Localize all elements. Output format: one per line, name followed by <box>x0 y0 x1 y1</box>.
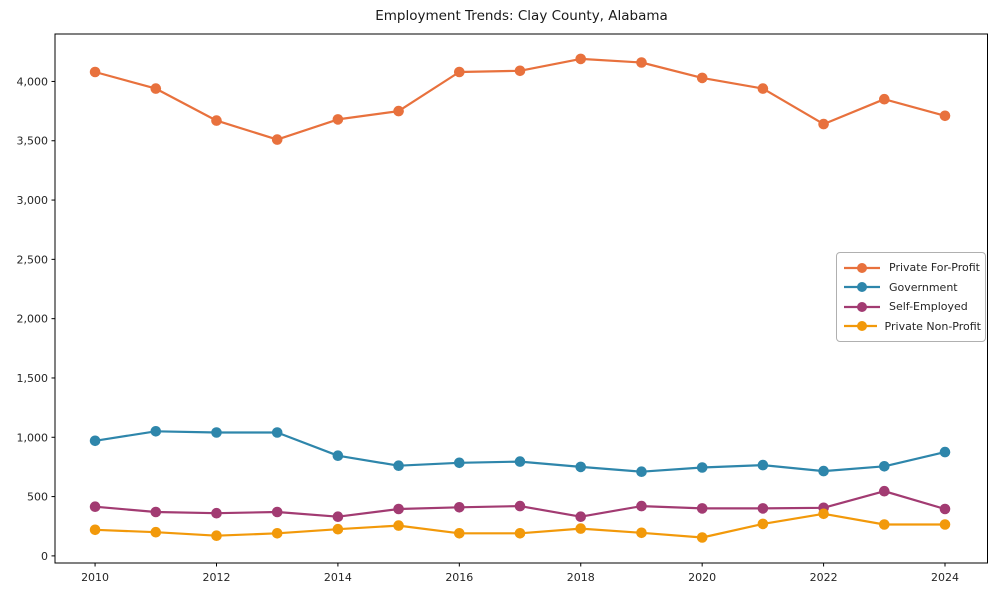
legend-label: Self-Employed <box>889 300 968 314</box>
x-tick-label: 2012 <box>202 571 230 584</box>
y-tick-label: 2,000 <box>17 313 49 326</box>
legend-label: Private Non-Profit <box>884 319 981 333</box>
data-point-private-for-profit-2014 <box>332 114 344 125</box>
x-tick-label: 2024 <box>931 571 959 584</box>
x-tick-label: 2014 <box>324 571 352 584</box>
y-tick-label: 0 <box>41 550 48 563</box>
data-point-private-non-profit-2020 <box>696 532 708 543</box>
data-point-private-non-profit-2022 <box>818 508 829 520</box>
data-point-private-for-profit-2010 <box>89 66 101 78</box>
y-tick-label: 3,500 <box>17 135 49 148</box>
legend: Private For-Profit Government Self-Employe… <box>836 252 986 342</box>
data-point-private-non-profit-2016 <box>454 528 465 539</box>
data-point-self-employed-2017 <box>514 500 526 512</box>
data-point-private-non-profit-2023 <box>879 519 890 530</box>
data-point-private-non-profit-2019 <box>636 527 647 539</box>
legend-marker-icon <box>844 301 880 312</box>
legend-item-private-for-profit: Private For-Profit <box>843 261 981 275</box>
data-point-private-for-profit-2022 <box>818 118 829 130</box>
data-point-private-non-profit-2024 <box>939 519 951 530</box>
y-tick-label: 3,000 <box>17 194 49 207</box>
y-tick-label: 1,500 <box>17 372 49 385</box>
data-point-private-for-profit-2023 <box>879 93 890 105</box>
legend-marker-icon <box>844 262 880 273</box>
x-tick-label: 2020 <box>688 571 716 584</box>
data-point-private-for-profit-2020 <box>696 72 708 84</box>
data-point-government-2015 <box>393 460 404 472</box>
data-point-government-2012 <box>211 427 222 438</box>
data-point-private-for-profit-2013 <box>271 134 283 145</box>
data-point-self-employed-2014 <box>332 511 344 522</box>
data-point-self-employed-2010 <box>89 501 101 512</box>
data-point-private-non-profit-2017 <box>514 528 526 539</box>
data-point-private-non-profit-2018 <box>575 523 586 534</box>
legend-item-private-non-profit: Private Non-Profit <box>843 319 981 333</box>
data-point-private-for-profit-2019 <box>636 57 647 68</box>
data-point-private-for-profit-2011 <box>150 83 162 94</box>
x-tick-label: 2018 <box>567 571 595 584</box>
x-tick-label: 2010 <box>81 571 109 584</box>
data-point-government-2024 <box>939 446 951 458</box>
chart-title: Employment Trends: Clay County, Alabama <box>375 8 668 24</box>
data-point-self-employed-2024 <box>939 503 951 515</box>
data-point-government-2022 <box>818 465 829 477</box>
data-point-private-for-profit-2015 <box>393 105 404 117</box>
data-point-government-2019 <box>636 466 647 478</box>
data-point-government-2017 <box>514 456 526 467</box>
y-tick-label: 1,000 <box>17 431 49 444</box>
data-point-self-employed-2018 <box>575 511 586 522</box>
data-point-private-non-profit-2021 <box>757 518 769 530</box>
data-point-government-2021 <box>757 459 769 471</box>
data-point-government-2014 <box>332 450 344 462</box>
legend-marker-icon <box>844 321 877 332</box>
data-point-private-non-profit-2014 <box>332 523 344 535</box>
plot-border <box>54 33 988 564</box>
legend-label: Private For-Profit <box>889 261 980 275</box>
data-point-government-2011 <box>150 426 162 437</box>
data-point-self-employed-2020 <box>696 503 708 514</box>
data-point-private-for-profit-2021 <box>757 83 769 94</box>
data-point-self-employed-2016 <box>454 502 465 513</box>
data-point-private-non-profit-2015 <box>393 520 404 531</box>
data-point-private-non-profit-2011 <box>150 526 162 538</box>
data-point-self-employed-2011 <box>150 506 162 518</box>
data-point-government-2023 <box>879 461 890 472</box>
data-point-private-non-profit-2012 <box>211 530 222 541</box>
data-point-self-employed-2012 <box>211 507 222 519</box>
data-point-government-2020 <box>696 462 708 473</box>
data-point-private-for-profit-2024 <box>939 110 951 122</box>
data-point-private-for-profit-2016 <box>454 66 465 78</box>
data-point-self-employed-2021 <box>757 503 769 514</box>
data-point-private-for-profit-2018 <box>575 53 586 65</box>
data-point-private-for-profit-2017 <box>514 65 526 77</box>
y-tick-label: 2,500 <box>17 253 49 266</box>
data-point-self-employed-2019 <box>636 500 647 512</box>
data-point-self-employed-2015 <box>393 503 404 515</box>
x-tick-label: 2022 <box>810 571 838 584</box>
data-point-private-non-profit-2013 <box>271 528 283 539</box>
data-point-government-2010 <box>89 435 101 447</box>
data-point-private-non-profit-2010 <box>89 524 101 536</box>
legend-label: Government <box>889 280 958 294</box>
data-point-government-2018 <box>575 461 586 473</box>
legend-item-self-employed: Self-Employed <box>843 300 981 314</box>
data-point-private-for-profit-2012 <box>211 115 222 126</box>
legend-marker-icon <box>844 282 880 293</box>
data-point-self-employed-2023 <box>879 485 890 497</box>
data-point-self-employed-2013 <box>271 506 283 518</box>
data-point-government-2013 <box>271 427 283 438</box>
x-tick-label: 2016 <box>445 571 473 584</box>
y-tick-label: 4,000 <box>17 75 49 88</box>
legend-item-government: Government <box>843 280 981 294</box>
data-point-government-2016 <box>454 457 465 469</box>
y-tick-label: 500 <box>27 491 48 504</box>
